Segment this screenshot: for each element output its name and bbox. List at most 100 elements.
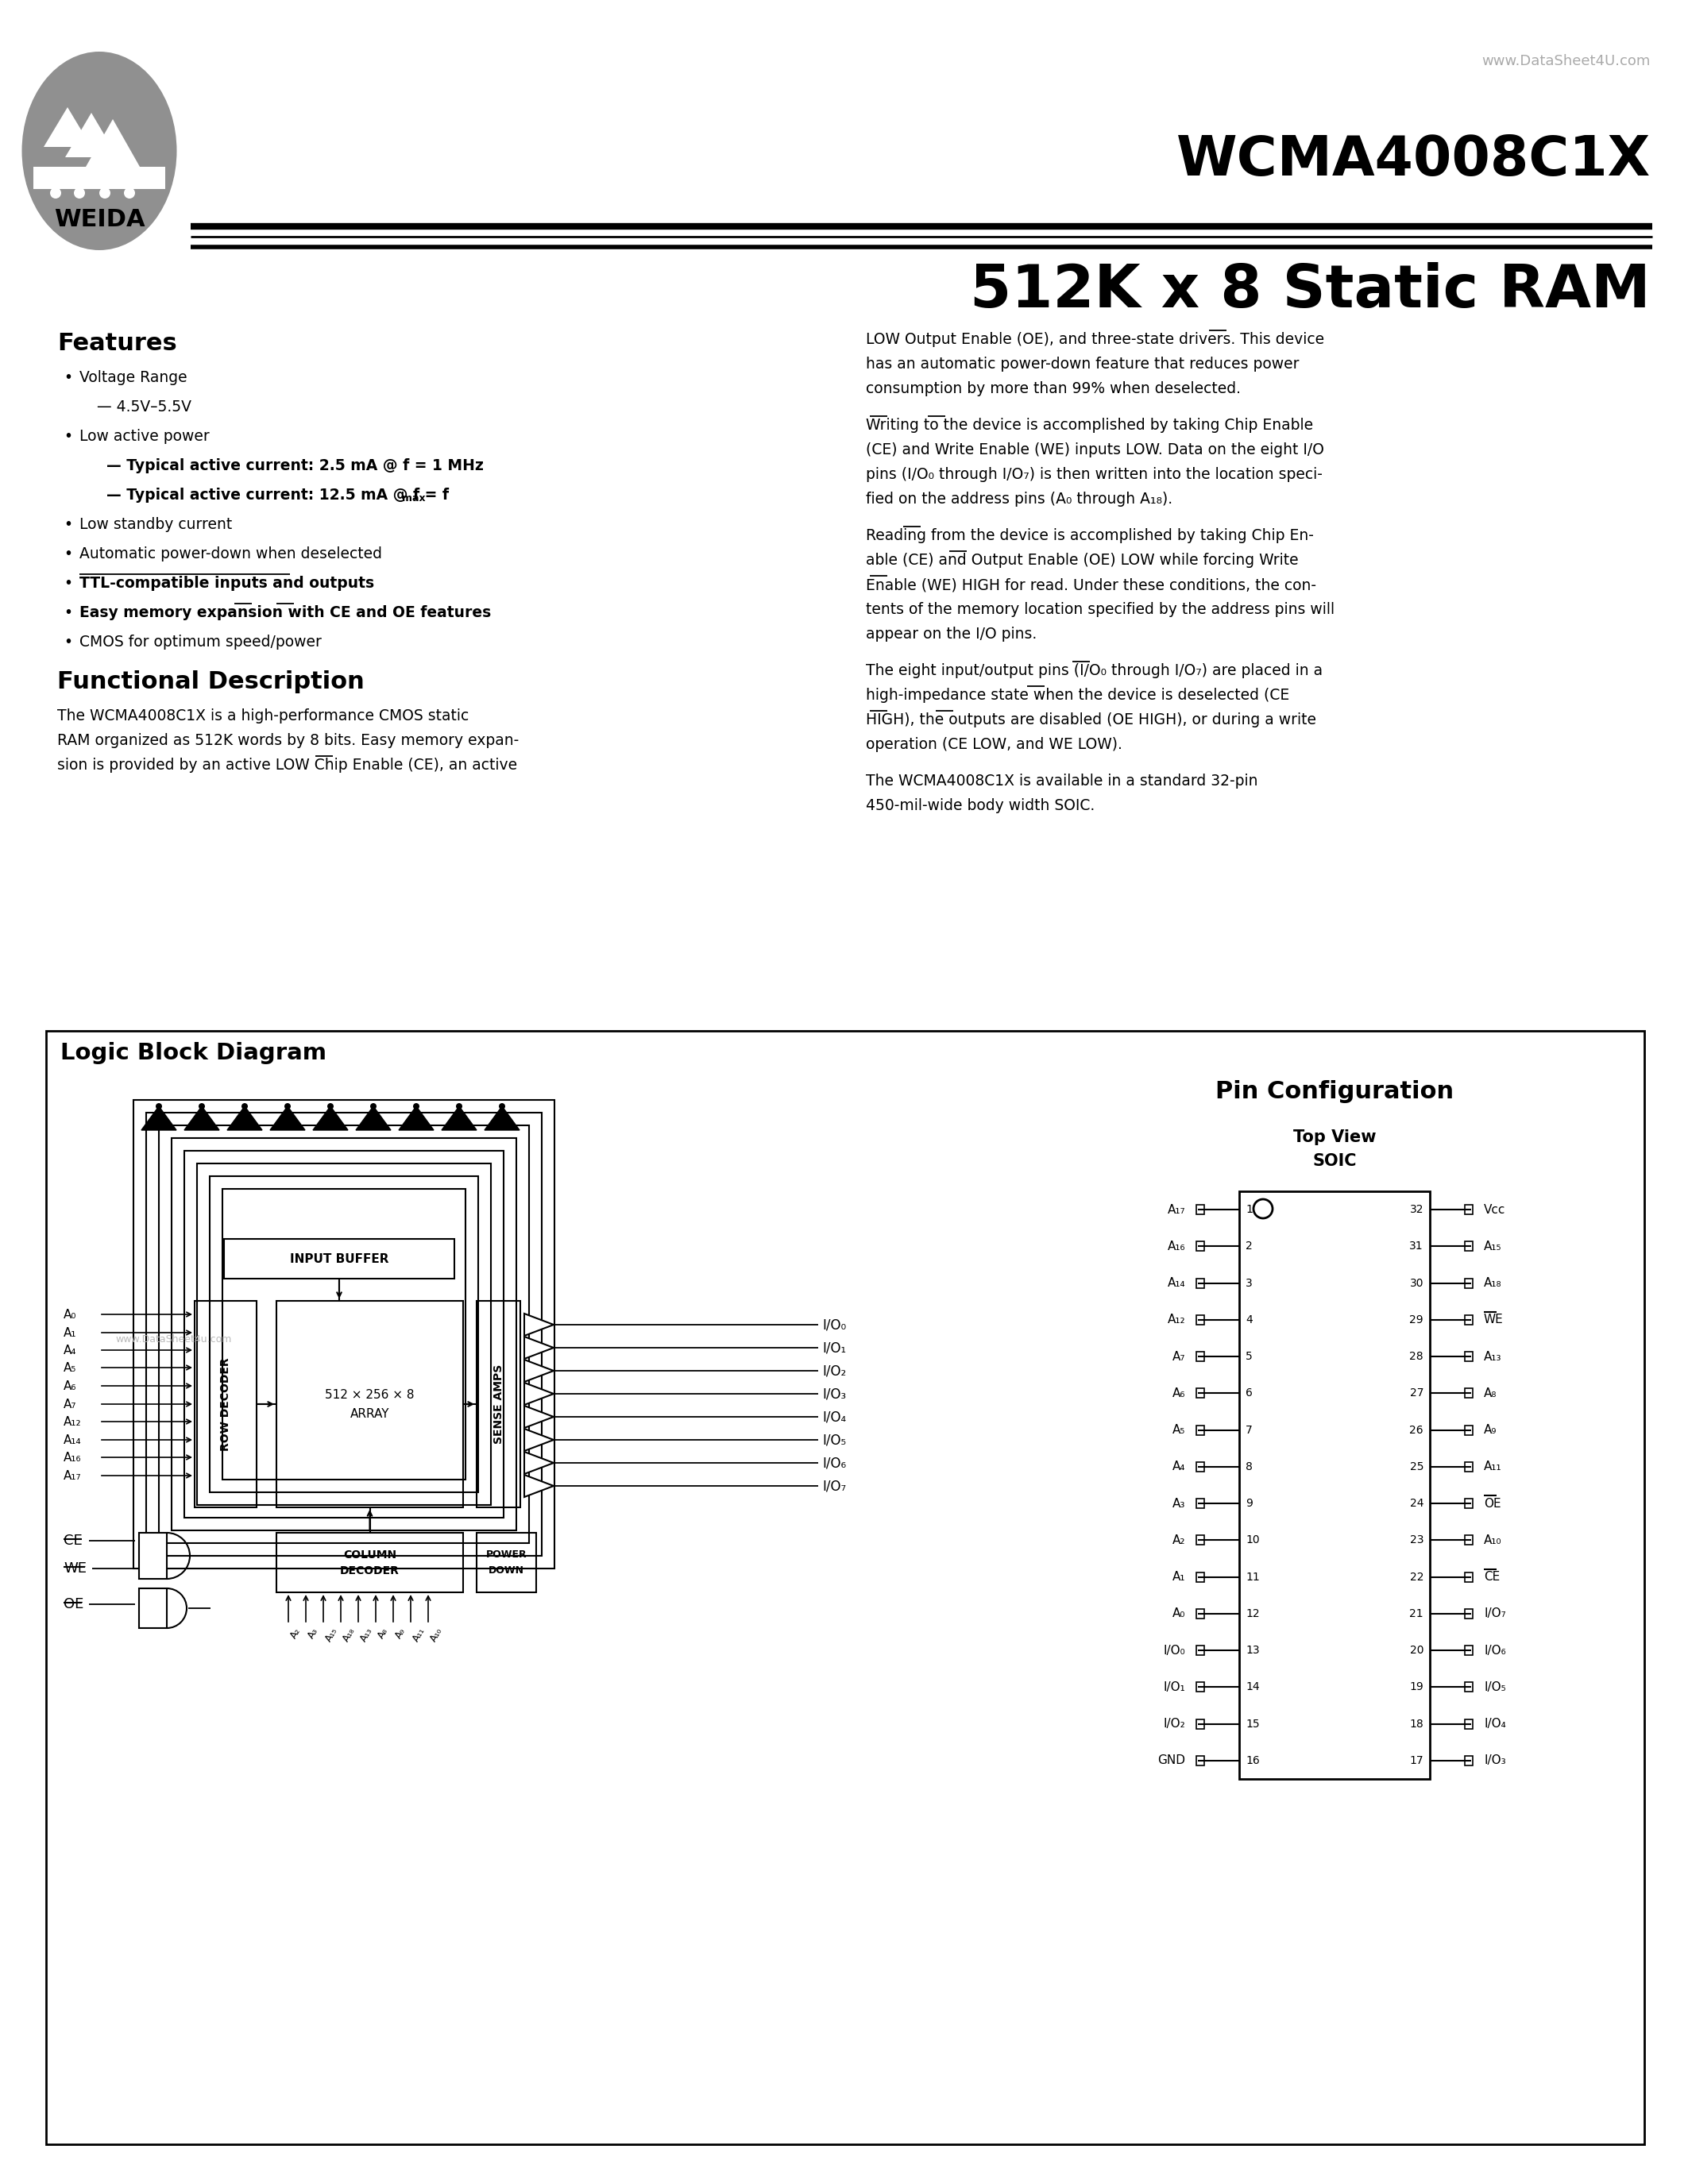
Text: WCMA4008C1X: WCMA4008C1X xyxy=(1177,133,1651,186)
Text: 22: 22 xyxy=(1409,1572,1423,1583)
Circle shape xyxy=(327,1103,334,1109)
Text: •: • xyxy=(64,518,73,533)
Text: A₁₇: A₁₇ xyxy=(64,1470,81,1481)
Ellipse shape xyxy=(22,52,177,251)
Text: A₇: A₇ xyxy=(1171,1350,1185,1363)
Text: A₈: A₈ xyxy=(376,1625,390,1640)
Text: ARRAY: ARRAY xyxy=(349,1409,390,1420)
Text: A₁₇: A₁₇ xyxy=(1166,1203,1185,1216)
Polygon shape xyxy=(312,1107,348,1129)
Text: 1: 1 xyxy=(1246,1203,1252,1214)
Bar xyxy=(1465,1756,1472,1765)
Bar xyxy=(159,1125,528,1544)
Bar xyxy=(1465,1278,1472,1289)
Text: A₉: A₉ xyxy=(1484,1424,1497,1437)
Bar xyxy=(1239,1190,1430,1780)
Text: A₁₅: A₁₅ xyxy=(324,1625,339,1645)
Text: 26: 26 xyxy=(1409,1424,1423,1435)
Bar xyxy=(476,1302,520,1507)
Text: The eight input/output pins (I/O₀ through I/O₇) are placed in a: The eight input/output pins (I/O₀ throug… xyxy=(866,664,1323,679)
Bar xyxy=(1197,1610,1204,1618)
Text: HIGH), the outputs are disabled (OE HIGH), or during a write: HIGH), the outputs are disabled (OE HIGH… xyxy=(866,712,1317,727)
Circle shape xyxy=(241,1103,248,1109)
Text: 4: 4 xyxy=(1246,1315,1252,1326)
Text: WEIDA: WEIDA xyxy=(54,207,145,232)
Text: A₁₈: A₁₈ xyxy=(1484,1278,1502,1289)
Text: A₁₀: A₁₀ xyxy=(429,1625,444,1645)
Polygon shape xyxy=(525,1428,554,1450)
Circle shape xyxy=(370,1103,376,1109)
Text: A₄: A₄ xyxy=(1171,1461,1185,1472)
Polygon shape xyxy=(228,1107,262,1129)
Text: Pin Configuration: Pin Configuration xyxy=(1215,1081,1453,1103)
Polygon shape xyxy=(142,1107,176,1129)
Bar xyxy=(1197,1426,1204,1435)
Text: Low standby current: Low standby current xyxy=(79,518,233,533)
Bar xyxy=(1465,1461,1472,1472)
Bar xyxy=(1197,1498,1204,1509)
Text: A₁₆: A₁₆ xyxy=(1168,1241,1185,1251)
Polygon shape xyxy=(525,1337,554,1358)
Bar xyxy=(1197,1647,1204,1655)
Bar xyxy=(1197,1278,1204,1289)
Text: DECODER: DECODER xyxy=(339,1566,400,1577)
Text: The WCMA4008C1X is available in a standard 32-pin: The WCMA4008C1X is available in a standa… xyxy=(866,773,1258,788)
Text: able (CE) and Output Enable (OE) LOW while forcing Write: able (CE) and Output Enable (OE) LOW whi… xyxy=(866,553,1298,568)
Text: 13: 13 xyxy=(1246,1645,1259,1655)
Text: I/O₁: I/O₁ xyxy=(1163,1682,1185,1693)
Circle shape xyxy=(1254,1199,1273,1219)
Polygon shape xyxy=(44,107,91,146)
Text: fied on the address pins (A₀ through A₁₈).: fied on the address pins (A₀ through A₁₈… xyxy=(866,491,1173,507)
Text: — 4.5V–5.5V: — 4.5V–5.5V xyxy=(96,400,191,415)
Bar xyxy=(147,1112,542,1555)
Text: Vᴄᴄ: Vᴄᴄ xyxy=(1484,1203,1506,1216)
Bar xyxy=(172,1138,517,1531)
Bar xyxy=(194,1302,257,1507)
Text: A₁₆: A₁₆ xyxy=(64,1452,81,1463)
Text: I/O₇: I/O₇ xyxy=(1484,1607,1506,1621)
Text: operation (CE LOW, and WE LOW).: operation (CE LOW, and WE LOW). xyxy=(866,736,1123,751)
Bar xyxy=(1465,1682,1472,1693)
Text: LOW Output Enable (OE), and three-state drivers. This device: LOW Output Enable (OE), and three-state … xyxy=(866,332,1325,347)
Polygon shape xyxy=(484,1107,520,1129)
Bar xyxy=(1465,1647,1472,1655)
Text: Low active power: Low active power xyxy=(79,428,209,443)
Text: Enable (WE) HIGH for read. Under these conditions, the con-: Enable (WE) HIGH for read. Under these c… xyxy=(866,577,1317,592)
Text: 31: 31 xyxy=(1409,1241,1423,1251)
Polygon shape xyxy=(356,1107,392,1129)
Bar xyxy=(138,1588,167,1627)
Text: Top View: Top View xyxy=(1293,1129,1376,1144)
Text: 8: 8 xyxy=(1246,1461,1252,1472)
Bar xyxy=(1197,1243,1204,1251)
Text: Voltage Range: Voltage Range xyxy=(79,369,187,384)
Bar xyxy=(1465,1352,1472,1361)
Text: The WCMA4008C1X is a high-performance CMOS static: The WCMA4008C1X is a high-performance CM… xyxy=(57,708,469,723)
Text: — Typical active current: 12.5 mA @ f = f: — Typical active current: 12.5 mA @ f = … xyxy=(106,487,449,502)
Polygon shape xyxy=(442,1107,476,1129)
Text: •: • xyxy=(64,577,73,592)
Text: Easy memory expansion with CE and OE features: Easy memory expansion with CE and OE fea… xyxy=(79,605,491,620)
Text: A₁₅: A₁₅ xyxy=(1484,1241,1502,1251)
Text: •: • xyxy=(64,546,73,561)
Text: I/O₆: I/O₆ xyxy=(822,1457,846,1470)
Text: I/O₀: I/O₀ xyxy=(1163,1645,1185,1655)
Bar xyxy=(184,1151,503,1518)
Circle shape xyxy=(500,1103,505,1109)
Text: A₄: A₄ xyxy=(64,1343,76,1356)
Text: TTL-compatible inputs and outputs: TTL-compatible inputs and outputs xyxy=(79,577,375,592)
Text: SENSE AMPS: SENSE AMPS xyxy=(493,1365,505,1444)
Text: CE: CE xyxy=(64,1533,83,1548)
Text: Automatic power-down when deselected: Automatic power-down when deselected xyxy=(79,546,381,561)
Bar xyxy=(223,1188,466,1479)
Bar xyxy=(1465,1315,1472,1324)
Text: Logic Block Diagram: Logic Block Diagram xyxy=(61,1042,326,1064)
Text: (CE) and Write Enable (WE) inputs LOW. Data on the eight I/O: (CE) and Write Enable (WE) inputs LOW. D… xyxy=(866,443,1323,456)
Bar xyxy=(1197,1719,1204,1730)
Text: A₃: A₃ xyxy=(1171,1498,1185,1509)
Text: I/O₂: I/O₂ xyxy=(1163,1719,1185,1730)
Circle shape xyxy=(123,188,135,199)
Circle shape xyxy=(456,1103,463,1109)
Text: WE: WE xyxy=(64,1562,86,1575)
Polygon shape xyxy=(184,1107,219,1129)
Text: 11: 11 xyxy=(1246,1572,1259,1583)
